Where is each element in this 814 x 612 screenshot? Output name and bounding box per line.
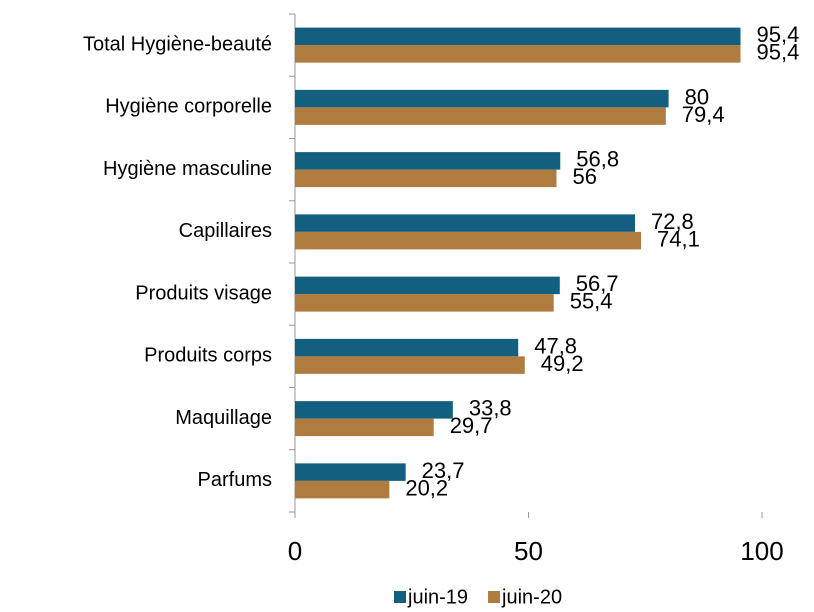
x-tick-label: 0 (288, 536, 302, 566)
category-label: Hygiène masculine (103, 158, 272, 180)
x-tick-label: 50 (514, 536, 543, 566)
legend-label: juin-19 (407, 586, 468, 608)
bar (295, 294, 554, 312)
value-label: 74,1 (657, 226, 700, 251)
category-label: Parfums (198, 469, 272, 491)
value-label: 95,4 (757, 22, 800, 47)
bar (295, 89, 669, 108)
bar (295, 27, 741, 46)
value-label: 55,4 (570, 289, 613, 314)
category-label: Capillaires (179, 220, 272, 242)
category-label: Produits visage (135, 282, 272, 304)
value-label: 56,7 (576, 271, 619, 296)
value-label: 49,2 (541, 351, 584, 376)
legend-swatch (488, 591, 501, 603)
value-label: 56,8 (576, 147, 619, 172)
value-label: 80 (685, 84, 709, 109)
bar (295, 276, 560, 295)
bar (295, 231, 642, 250)
bar (295, 480, 390, 499)
value-label: 95,4 (757, 40, 800, 65)
bar (295, 214, 635, 232)
bar (295, 463, 406, 481)
value-label: 79,4 (682, 102, 725, 127)
category-label: Maquillage (175, 407, 272, 429)
category-label: Hygiène corporelle (105, 96, 272, 118)
value-label: 47,8 (534, 333, 577, 358)
value-label: 56 (573, 164, 597, 189)
bar (295, 45, 741, 63)
x-tick-label: 100 (740, 536, 783, 566)
bar (295, 107, 666, 125)
bar (295, 356, 525, 374)
bar (295, 338, 519, 357)
bar (295, 401, 453, 419)
value-label: 33,8 (469, 396, 512, 421)
category-label: Total Hygiène-beauté (83, 33, 272, 55)
legend-label: juin-20 (501, 586, 562, 608)
value-label: 29,7 (450, 413, 493, 438)
bar (295, 169, 557, 188)
category-label: Produits corps (144, 345, 272, 367)
value-label: 72,8 (651, 209, 694, 234)
legend-swatch (394, 591, 406, 603)
value-label: 23,7 (422, 458, 465, 483)
bar (295, 418, 434, 437)
value-label: 20,2 (405, 475, 448, 500)
bar (295, 152, 561, 170)
